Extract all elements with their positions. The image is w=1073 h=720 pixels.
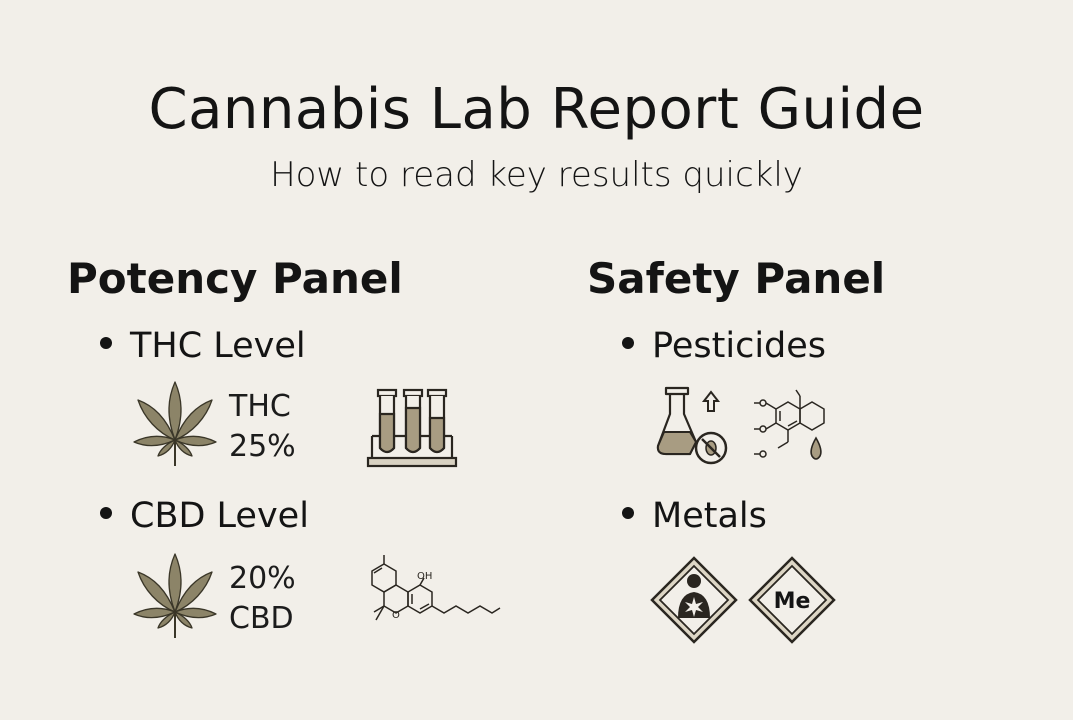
safety-panel-heading: Safety Panel (587, 254, 886, 303)
cbd-percent-text: 20% (229, 561, 296, 596)
thc-level-item: THC Level (100, 325, 306, 367)
bullet-dot (100, 507, 112, 519)
bullet-dot (622, 337, 634, 349)
svg-text:O: O (392, 610, 400, 621)
pesticide-molecule-icon (754, 389, 825, 460)
metal-diamond-icon: Me (748, 556, 836, 644)
thc-percent-text: 25% (229, 429, 296, 464)
thc-level-label: THC Level (130, 326, 306, 366)
cannabis-leaf-icon (133, 381, 217, 466)
metal-symbol-label: Me (774, 589, 811, 614)
cbd-level-item: CBD Level (100, 495, 309, 537)
metals-item: Metals (622, 495, 767, 537)
pesticides-item: Pesticides (622, 325, 826, 367)
test-tubes-rack-icon (366, 388, 458, 468)
page-title: Cannabis Lab Report Guide (148, 77, 925, 142)
thc-name-text: THC (229, 389, 291, 424)
metals-label: Metals (652, 496, 767, 536)
bullet-dot (100, 337, 112, 349)
flask-no-bug-icon (656, 386, 728, 465)
page-subtitle: How to read key results quickly (270, 155, 803, 195)
health-hazard-icon (650, 556, 738, 644)
potency-panel-heading: Potency Panel (67, 254, 403, 303)
molecule-oh-label: OH (417, 571, 432, 582)
pesticides-label: Pesticides (652, 326, 827, 366)
cbd-name-text: CBD (229, 601, 294, 636)
cbd-level-label: CBD Level (130, 496, 309, 536)
cannabis-leaf-icon (133, 553, 217, 638)
bullet-dot (622, 507, 634, 519)
cbd-molecule-icon: OH O (371, 555, 501, 621)
